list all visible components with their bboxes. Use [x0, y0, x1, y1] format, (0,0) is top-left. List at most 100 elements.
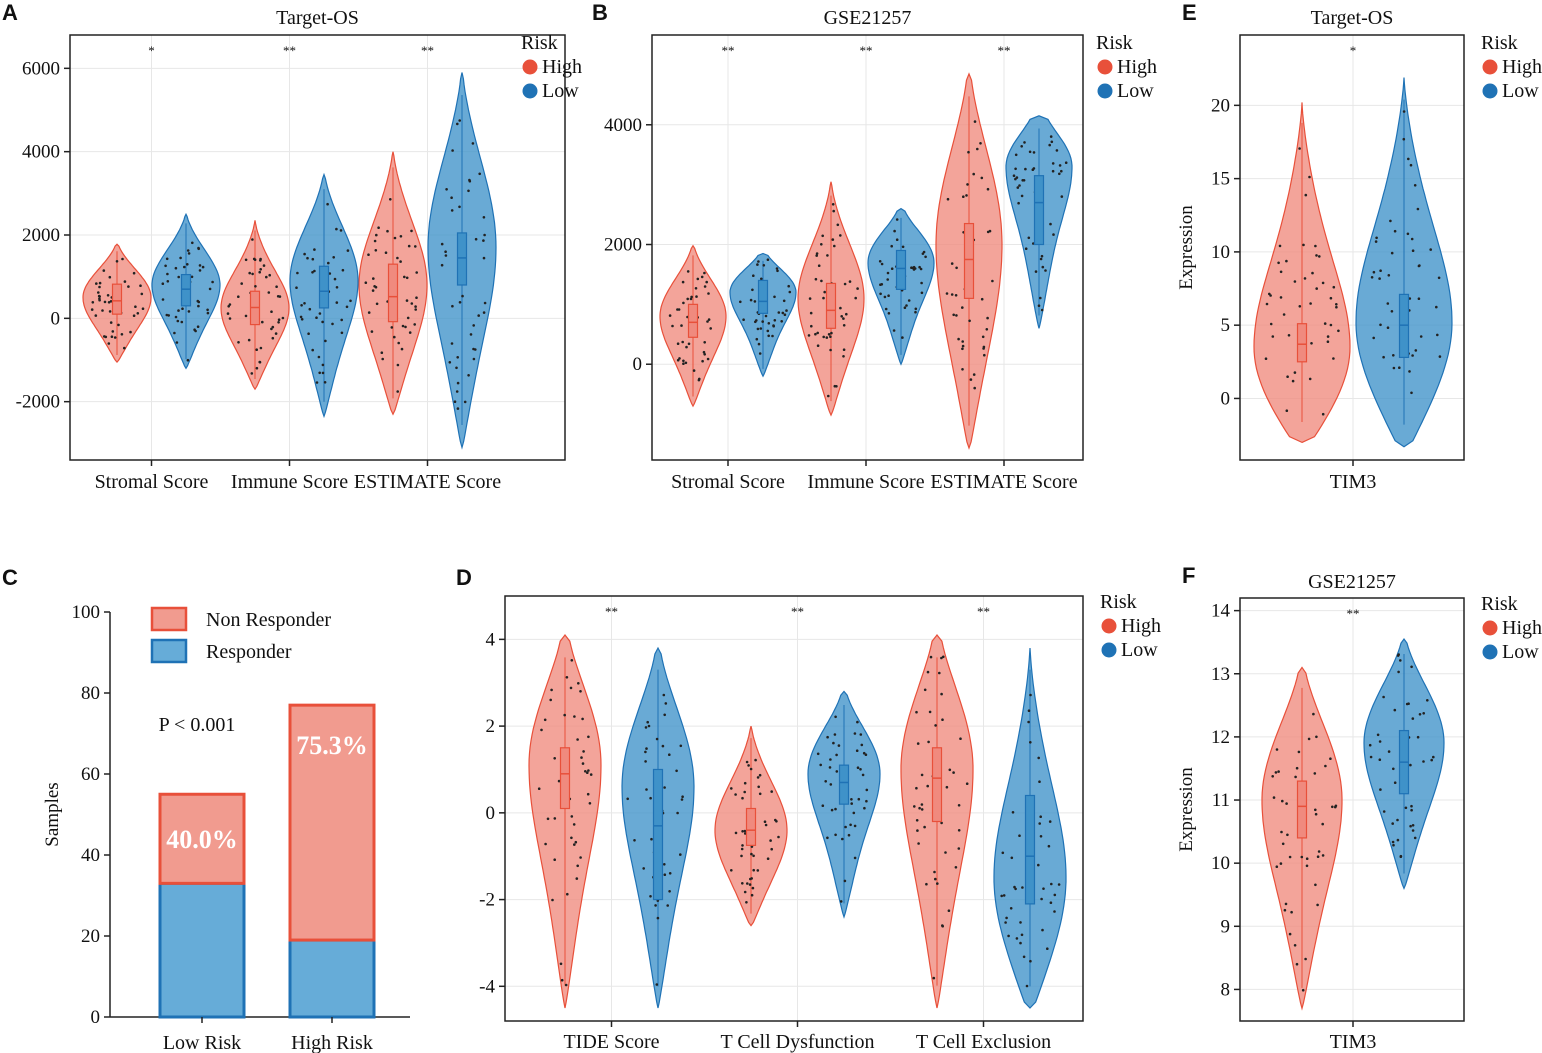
- box: [963, 222, 975, 299]
- data-point: [377, 226, 380, 229]
- data-point: [936, 882, 939, 885]
- data-point: [1392, 843, 1395, 847]
- data-point: [1264, 357, 1268, 361]
- data-point: [1048, 143, 1051, 147]
- data-point: [1015, 937, 1019, 940]
- data-point: [253, 258, 257, 262]
- y-tick-label: 14: [1211, 601, 1231, 622]
- data-point: [821, 234, 824, 238]
- data-point: [1019, 941, 1022, 945]
- data-point: [785, 309, 788, 312]
- data-point: [766, 329, 770, 333]
- box: [180, 273, 192, 307]
- data-point: [262, 264, 266, 267]
- data-point: [1369, 755, 1373, 759]
- data-point: [1335, 303, 1338, 306]
- data-point: [750, 893, 754, 897]
- data-point: [895, 218, 899, 221]
- data-point: [579, 690, 582, 693]
- data-point: [968, 319, 971, 323]
- data-point: [734, 831, 738, 835]
- legend-item-low: Low: [542, 80, 579, 102]
- data-point: [247, 338, 251, 342]
- data-point: [259, 257, 262, 261]
- data-point: [757, 342, 761, 346]
- data-point: [655, 983, 659, 986]
- plot-area: [652, 35, 1083, 460]
- data-point: [1275, 748, 1279, 751]
- data-point: [954, 294, 958, 297]
- data-point: [1316, 855, 1320, 858]
- data-point: [1326, 335, 1330, 338]
- data-point: [311, 271, 314, 274]
- data-point: [186, 358, 190, 362]
- p-value-annotation: P < 0.001: [159, 714, 236, 736]
- data-point: [196, 325, 200, 329]
- data-point: [1301, 988, 1305, 992]
- data-point: [324, 339, 327, 343]
- data-point: [134, 305, 137, 309]
- data-point: [700, 275, 704, 279]
- data-point: [1280, 830, 1283, 834]
- data-point: [132, 271, 136, 275]
- data-point: [98, 285, 101, 289]
- data-point: [258, 270, 262, 274]
- data-point: [649, 895, 652, 898]
- data-point: [934, 877, 937, 881]
- data-point: [267, 291, 271, 294]
- data-point: [828, 766, 832, 769]
- data-point: [852, 811, 856, 815]
- box: [895, 249, 907, 291]
- data-point: [980, 176, 984, 180]
- data-point: [767, 322, 771, 325]
- data-point: [781, 311, 785, 315]
- data-point: [333, 277, 337, 281]
- data-point: [1028, 150, 1032, 154]
- data-point: [450, 342, 454, 345]
- plot-frame: [69, 34, 566, 461]
- data-point: [482, 239, 485, 242]
- data-point: [762, 264, 766, 267]
- data-point: [372, 277, 375, 280]
- data-point: [890, 244, 893, 248]
- data-point: [766, 857, 770, 860]
- data-point: [730, 787, 733, 790]
- data-point: [367, 311, 371, 314]
- category-label: ESTIMATE Score: [930, 471, 1077, 493]
- data-point: [1409, 763, 1412, 767]
- data-point: [920, 773, 924, 777]
- data-point: [244, 314, 248, 318]
- data-point: [557, 779, 561, 783]
- data-point: [1370, 276, 1374, 279]
- data-point: [865, 788, 869, 792]
- data-point: [814, 332, 817, 336]
- data-point: [752, 274, 755, 278]
- data-point: [474, 237, 478, 241]
- data-point: [1007, 934, 1010, 938]
- data-point: [843, 282, 847, 286]
- data-point: [569, 686, 573, 690]
- data-point: [663, 713, 666, 717]
- data-point: [1382, 355, 1385, 359]
- data-point: [397, 341, 401, 345]
- legend-item-high: High: [1502, 56, 1542, 78]
- data-point: [1316, 903, 1319, 907]
- data-point: [633, 839, 636, 842]
- data-point: [268, 273, 272, 277]
- data-point: [455, 366, 458, 370]
- data-point: [961, 340, 964, 343]
- data-point: [1041, 265, 1045, 269]
- data-point: [767, 334, 770, 338]
- data-point: [1372, 270, 1376, 274]
- data-point: [771, 334, 774, 338]
- box: [1024, 794, 1036, 905]
- data-point: [1269, 322, 1273, 326]
- data-point: [108, 310, 112, 313]
- data-point: [770, 790, 773, 793]
- data-point: [1277, 770, 1280, 773]
- data-point: [1277, 261, 1280, 265]
- data-point: [758, 773, 762, 777]
- data-point: [703, 271, 706, 275]
- data-point: [1027, 720, 1030, 724]
- data-point: [842, 317, 845, 320]
